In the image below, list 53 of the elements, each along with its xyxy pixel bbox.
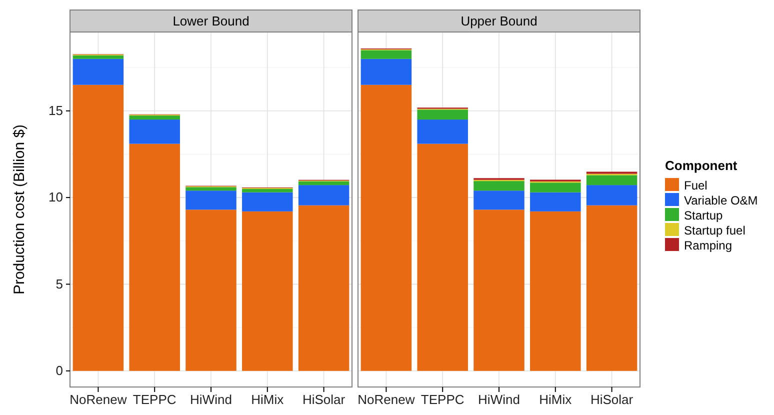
x-tick-label: HiWind — [478, 392, 520, 408]
bar — [360, 58, 412, 85]
bar — [360, 50, 412, 59]
bar — [242, 192, 293, 212]
y-axis-title: Production cost (Billion $) — [11, 124, 28, 295]
bar — [530, 211, 581, 371]
x-tick-label: HiSolar — [590, 392, 634, 408]
legend-label: Startup — [684, 208, 724, 222]
bar — [417, 144, 468, 371]
bar — [474, 190, 524, 210]
legend-title: Component — [665, 158, 738, 173]
y-tick-label: 0 — [56, 363, 63, 378]
x-tick-label: HiMix — [539, 392, 572, 408]
bar — [72, 84, 124, 371]
bar — [298, 185, 350, 206]
bar — [474, 181, 524, 191]
bar — [72, 58, 124, 85]
bar — [186, 190, 236, 210]
chart-title: Upper Bound — [460, 14, 538, 28]
bar — [242, 211, 293, 371]
legend-label: Startup fuel — [684, 224, 746, 238]
bar — [417, 120, 468, 144]
x-tick-label: NoRenew — [358, 392, 416, 408]
chart-title: Lower Bound — [172, 14, 250, 28]
bar — [129, 116, 180, 120]
bar — [360, 84, 412, 371]
x-tick-label: HiMix — [251, 392, 284, 408]
bar — [474, 210, 524, 371]
y-tick-label: 10 — [48, 190, 63, 205]
x-tick-label: NoRenew — [70, 392, 128, 408]
bar — [129, 144, 180, 371]
bar — [530, 192, 581, 212]
x-tick-label: HiWind — [190, 392, 232, 408]
bar — [129, 120, 180, 144]
y-tick-label: 5 — [56, 276, 63, 292]
bar — [530, 182, 581, 192]
legend-label: Fuel — [684, 178, 708, 192]
x-tick-label: TEPPC — [420, 392, 464, 408]
bar — [586, 175, 638, 186]
legend-label: Variable O&M — [684, 194, 758, 208]
bar — [186, 187, 236, 191]
bar — [298, 181, 350, 186]
bar — [586, 185, 638, 206]
legend-label: Ramping — [684, 238, 732, 252]
y-tick-label: 15 — [48, 103, 63, 118]
bar — [72, 55, 124, 59]
x-tick-label: TEPPC — [132, 392, 176, 408]
x-tick-label: HiSolar — [302, 392, 346, 408]
bar — [186, 210, 236, 371]
bar — [298, 205, 350, 371]
bar — [586, 205, 638, 371]
bar — [417, 110, 468, 120]
bar — [242, 188, 293, 192]
